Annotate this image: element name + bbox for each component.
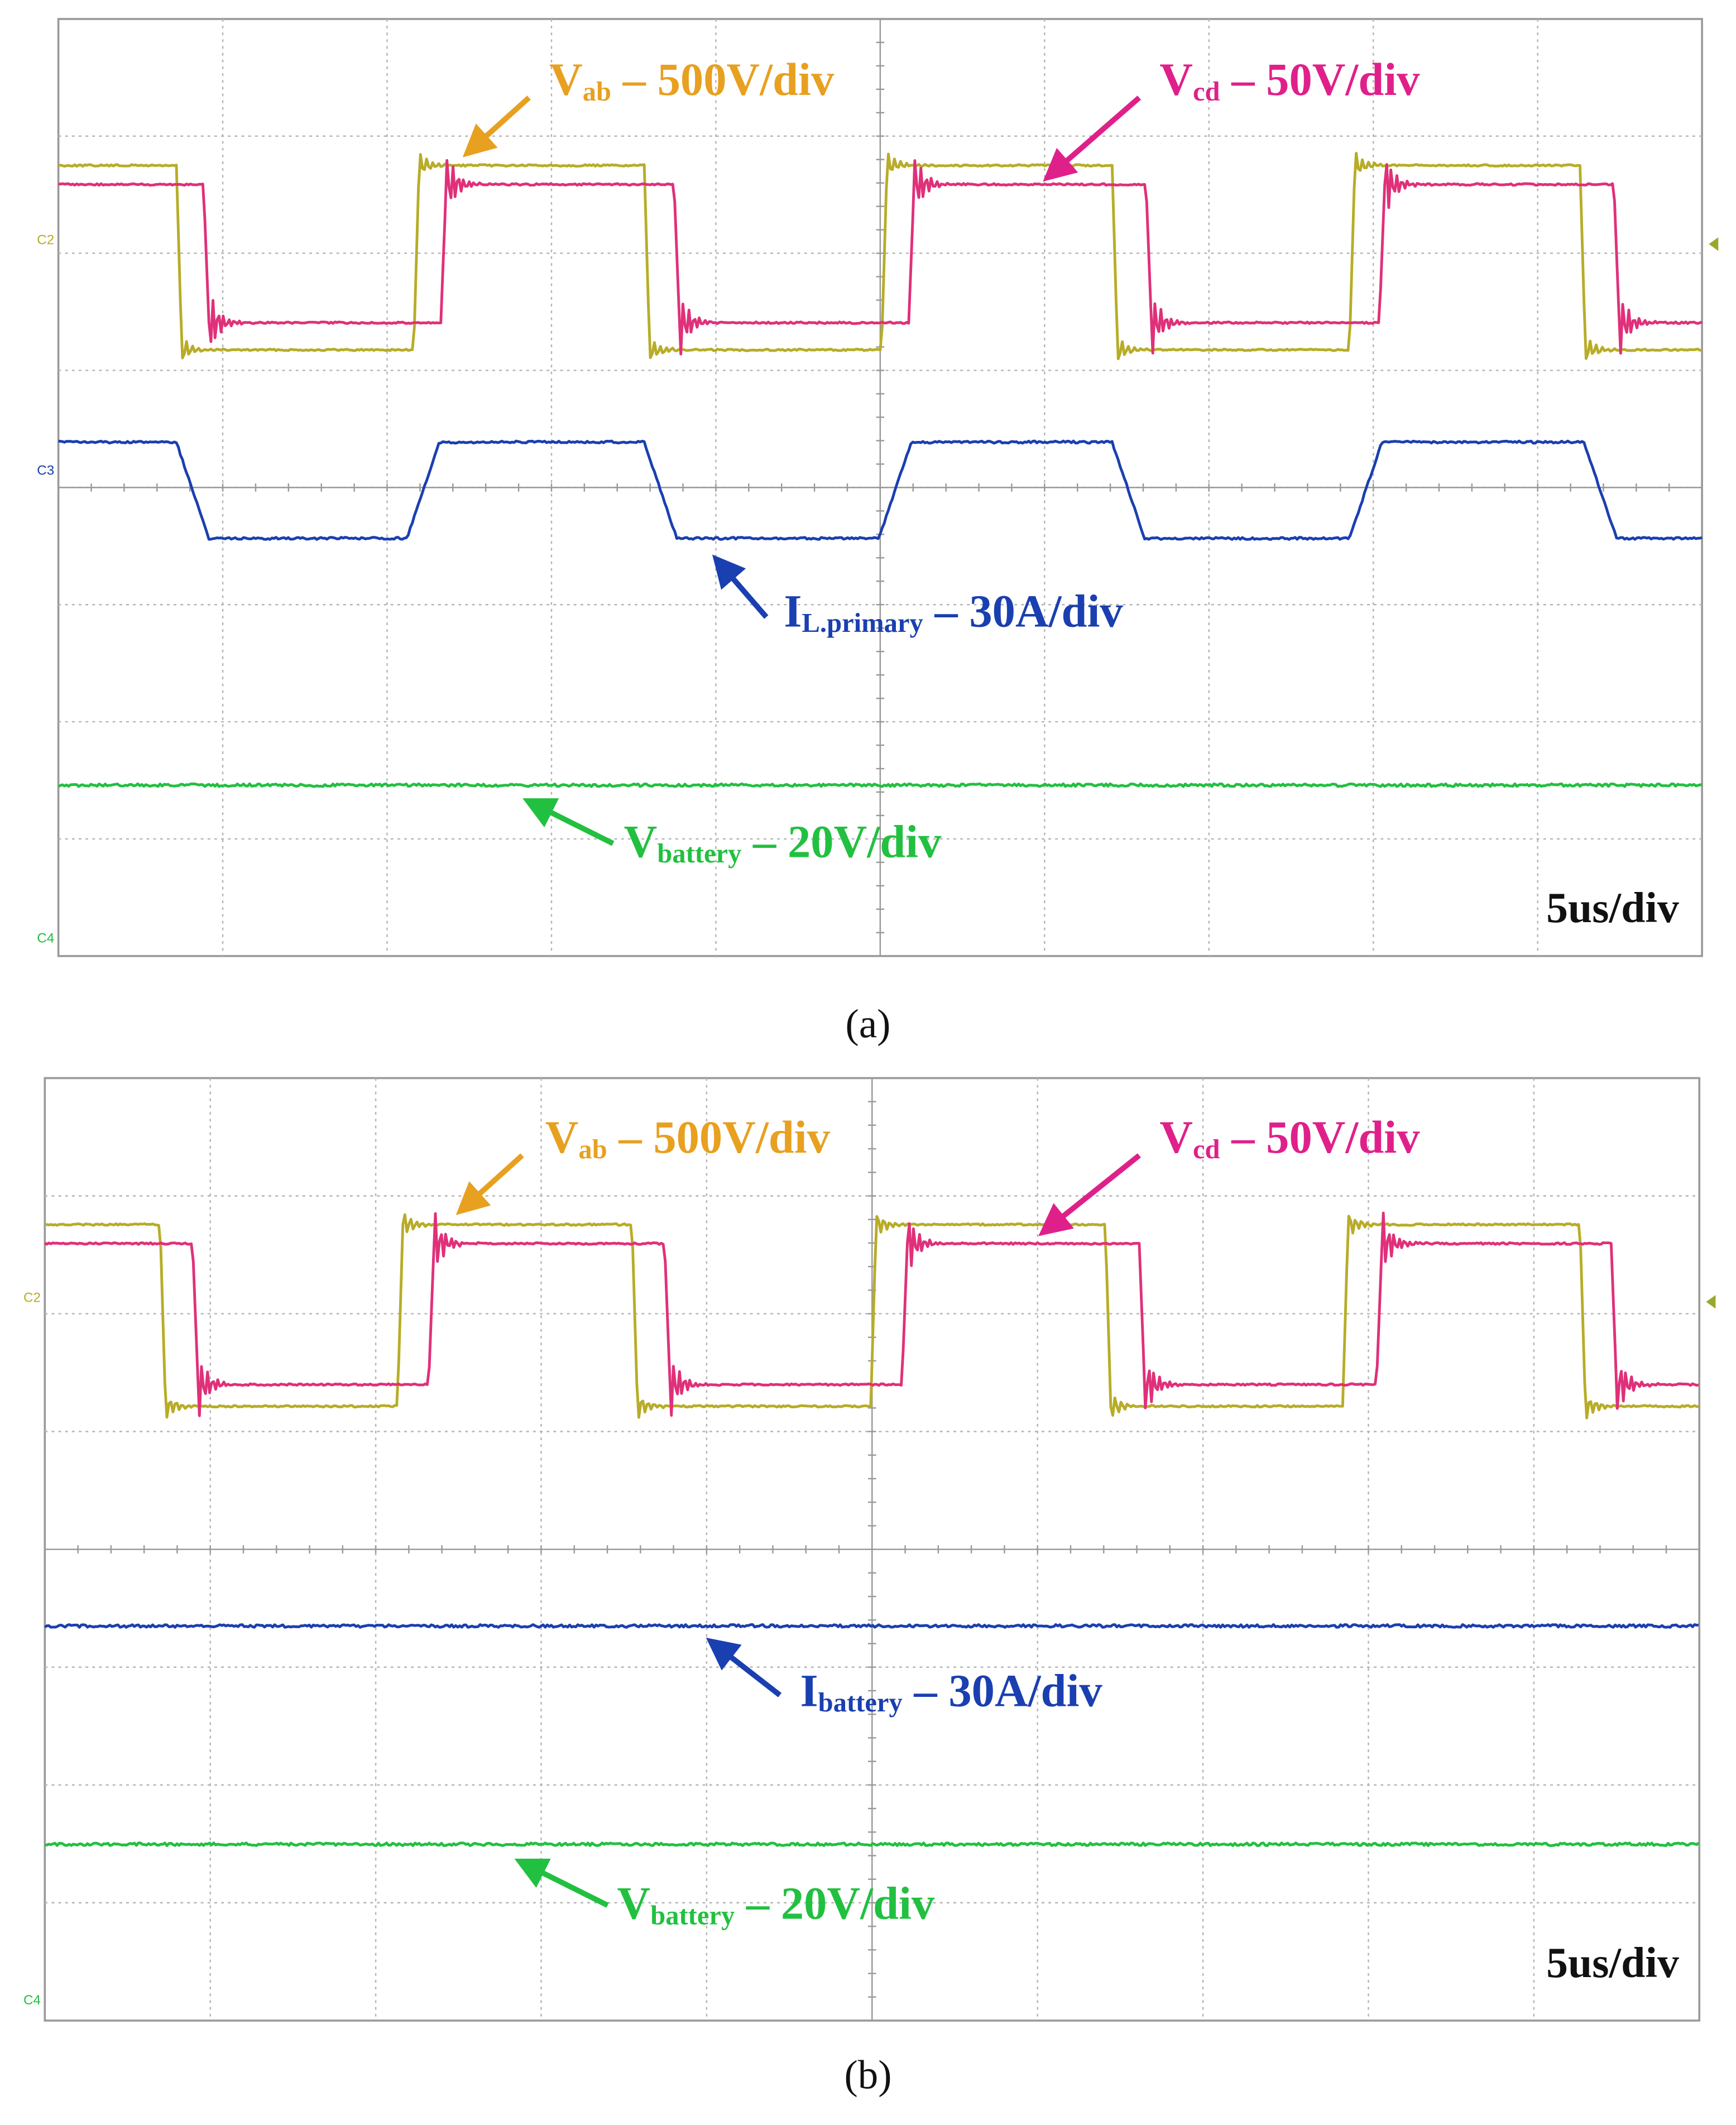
trace-subscript: ab: [583, 76, 611, 107]
trace-subscript: L.primary: [802, 608, 923, 638]
label-arrow: [712, 554, 769, 619]
vbattery-trace: [45, 1841, 1700, 1847]
trace-symbol: V: [624, 816, 658, 867]
timebase-label: 5us/div: [1546, 1939, 1679, 1987]
trace-subscript: battery: [650, 1900, 735, 1930]
trigger-marker: [1709, 237, 1719, 251]
trace-symbol: V: [545, 1111, 579, 1163]
trigger-marker: [1706, 1295, 1716, 1309]
trace-label: Ibattery – 30A/div: [800, 1664, 1103, 1718]
trace-label: IL.primary – 30A/div: [784, 585, 1123, 638]
trace-label: Vab – 500V/div: [545, 1111, 831, 1164]
trace-subscript: battery: [657, 838, 741, 869]
trace-label: Vbattery – 20V/div: [624, 816, 942, 869]
channel-marker: C4: [23, 1993, 41, 2008]
label-arrow: [455, 1153, 524, 1215]
label-arrow: [706, 1637, 782, 1697]
trace-subscript: battery: [818, 1687, 903, 1718]
trace-scale: – 30A/div: [923, 585, 1124, 636]
trace-scale: – 20V/div: [735, 1878, 935, 1929]
vbattery-trace: [57, 782, 1703, 788]
trace-scale: – 20V/div: [741, 816, 942, 867]
label-arrow: [522, 798, 615, 846]
current-trace: [58, 439, 1703, 541]
channel-marker: C4: [37, 930, 54, 946]
trace-symbol: V: [549, 54, 583, 105]
trace-subscript: ab: [578, 1134, 607, 1164]
vab-trace: [58, 152, 1703, 361]
trace-label: Vcd – 50V/div: [1159, 1111, 1420, 1164]
vcd-trace: [58, 159, 1703, 356]
vab-trace: [45, 1213, 1699, 1419]
trace-subscript: cd: [1193, 76, 1220, 107]
trace-symbol: V: [1159, 54, 1193, 105]
trace-scale: – 30A/div: [903, 1664, 1103, 1716]
trace-symbol: V: [617, 1878, 651, 1929]
channel-marker: C3: [37, 463, 54, 478]
trace-label: Vcd – 50V/div: [1159, 54, 1420, 107]
panel-caption: (a): [846, 1001, 891, 1047]
label-arrow: [514, 1858, 609, 1908]
trace-scale: – 500V/div: [607, 1111, 831, 1163]
trace-label: Vab – 500V/div: [549, 54, 835, 107]
current-trace: [44, 1623, 1699, 1629]
trace-label: Vbattery – 20V/div: [617, 1878, 935, 1931]
trace-scale: – 50V/div: [1220, 54, 1421, 105]
trace-subscript: cd: [1193, 1134, 1220, 1164]
trace-symbol: V: [1159, 1111, 1193, 1163]
timebase-label: 5us/div: [1546, 884, 1679, 932]
channel-marker: C2: [37, 232, 54, 247]
trace-symbol: I: [784, 585, 802, 636]
panel-caption: (b): [845, 2052, 892, 2097]
trace-scale: – 50V/div: [1220, 1111, 1421, 1163]
trace-symbol: I: [800, 1664, 818, 1716]
channel-marker: C2: [23, 1290, 41, 1305]
trace-scale: – 500V/div: [611, 54, 835, 105]
label-arrow: [1038, 1153, 1141, 1236]
label-arrow: [462, 95, 531, 157]
vcd-trace: [44, 1211, 1699, 1417]
label-arrow: [1043, 95, 1142, 182]
